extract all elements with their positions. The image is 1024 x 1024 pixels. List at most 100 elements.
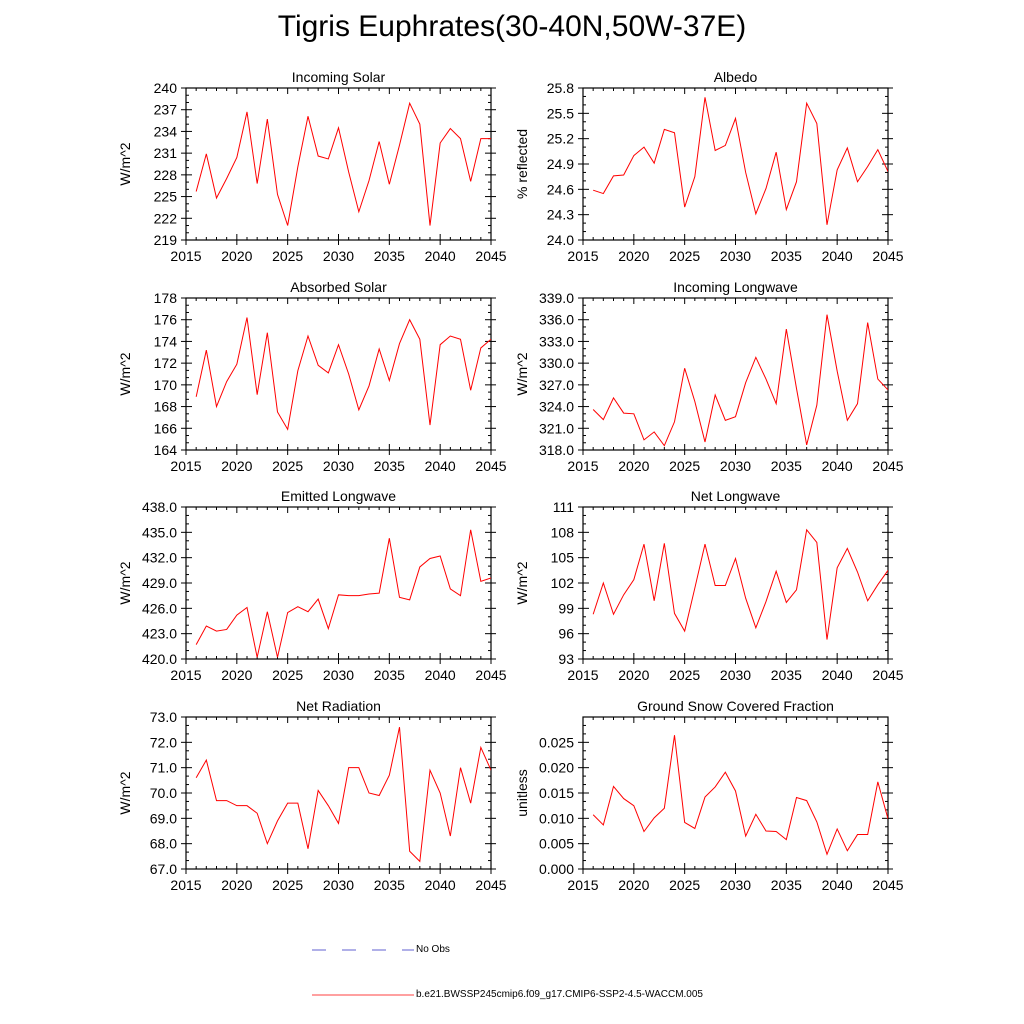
x-tick-label: 2020 [221,248,252,264]
x-tick-label: 2045 [475,667,506,683]
y-tick-label: 69.0 [150,810,177,826]
x-tick-label: 2020 [618,458,649,474]
x-tick-label: 2015 [567,248,598,264]
panel-incoming-longwave: Incoming Longwave W/m^2 2015 2020 2025 2030 20… [514,279,904,474]
y-tick-label: 228 [154,167,178,183]
x-tick-label: 2015 [567,458,598,474]
y-tick-label: 321.0 [539,420,574,436]
series-line [195,727,491,863]
x-tick-label: 2040 [425,667,456,683]
x-tick-label: 2025 [669,667,700,683]
y-tick-label: 25.8 [547,80,574,96]
panel-title: Incoming Solar [292,69,386,85]
panel-absorbed-solar: Absorbed Solar W/m^2 2015 2020 2025 2030 2035 2… [117,279,507,474]
series-line [592,528,888,640]
x-tick-label: 2020 [618,248,649,264]
y-tick-label: 24.0 [547,232,574,248]
y-tick-label: 432.0 [142,550,177,566]
x-tick-label: 2035 [771,667,802,683]
panel-incoming-solar: Incoming Solar W/m^2 2015 2020 2025 2030 2035 2… [117,69,507,264]
y-tick-label: 25.5 [547,105,574,121]
series-line [195,529,491,658]
y-axis-label: W/m^2 [117,142,133,185]
y-tick-label: 339.0 [539,290,574,306]
y-tick-label: 336.0 [539,312,574,328]
x-tick-label: 2045 [475,458,506,474]
y-axis-label: W/m^2 [117,352,133,395]
y-tick-label: 108 [551,524,575,540]
y-tick-label: 438.0 [142,499,177,515]
y-tick-label: 330.0 [539,355,574,371]
x-tick-label: 2025 [272,248,303,264]
panel-title: Incoming Longwave [673,279,798,295]
plot-frame [185,297,492,451]
y-tick-label: 240 [154,80,178,96]
series-line [592,735,888,856]
y-tick-label: 93 [558,651,574,667]
panel-net-radiation: Net Radiation W/m^2 2015 2020 2025 2030 2035 20… [117,698,507,893]
y-tick-label: 25.2 [547,131,574,147]
panel-title: Net Longwave [691,488,781,504]
x-tick-label: 2030 [323,877,354,893]
legend-item-no-obs: No Obs [312,944,612,958]
x-tick-label: 2035 [374,458,405,474]
y-tick-label: 170 [154,377,178,393]
y-tick-label: 73.0 [150,709,177,725]
y-tick-label: 0.010 [539,810,574,826]
y-tick-label: 105 [551,550,575,566]
x-tick-label: 2025 [272,667,303,683]
x-tick-label: 2045 [475,248,506,264]
y-axis-label: W/m^2 [514,561,530,604]
x-tick-label: 2030 [720,667,751,683]
panel-title: Ground Snow Covered Fraction [637,698,834,714]
panel-title: Emitted Longwave [281,488,396,504]
y-tick-label: 168 [154,399,178,415]
panel-net-longwave: Net Longwave W/m^2 2015 2020 2025 2030 2035 204… [514,488,904,683]
y-tick-label: 234 [154,123,178,139]
y-tick-label: 99 [558,600,574,616]
x-tick-label: 2045 [475,877,506,893]
legend-swatch-model-run [312,994,414,996]
y-tick-label: 178 [154,290,178,306]
y-tick-label: 24.6 [547,181,574,197]
x-tick-label: 2035 [374,877,405,893]
figure-title: Tigris Euphrates(30-40N,50W-37E) [277,10,747,43]
x-tick-label: 2040 [822,248,853,264]
panel-title: Absorbed Solar [290,279,387,295]
legend-swatch-no-obs [312,949,414,951]
y-tick-label: 237 [154,102,178,118]
plot-frame [185,506,492,660]
x-tick-label: 2025 [272,877,303,893]
x-tick-label: 2035 [771,458,802,474]
y-tick-label: 426.0 [142,600,177,616]
x-tick-label: 2025 [272,458,303,474]
plot-frame [582,297,889,451]
y-tick-label: 222 [154,210,178,226]
x-tick-label: 2035 [771,248,802,264]
y-tick-label: 225 [154,189,178,205]
plot-frame [582,87,889,241]
panel-title: Albedo [714,69,758,85]
x-tick-label: 2015 [170,877,201,893]
y-tick-label: 333.0 [539,333,574,349]
y-tick-label: 231 [154,145,178,161]
x-tick-label: 2020 [221,877,252,893]
x-tick-label: 2035 [374,667,405,683]
y-tick-label: 429.0 [142,575,177,591]
y-tick-label: 67.0 [150,861,177,877]
x-tick-label: 2040 [822,877,853,893]
y-tick-label: 327.0 [539,377,574,393]
x-tick-label: 2025 [669,877,700,893]
x-tick-label: 2030 [720,248,751,264]
y-axis-label: W/m^2 [514,352,530,395]
x-tick-label: 2040 [425,877,456,893]
x-tick-label: 2035 [771,877,802,893]
y-tick-label: 24.3 [547,207,574,223]
x-tick-label: 2025 [669,248,700,264]
y-tick-label: 102 [551,575,575,591]
y-tick-label: 172 [154,355,178,371]
x-tick-label: 2045 [872,877,903,893]
series-line [195,317,491,431]
series-line [592,314,888,447]
y-tick-label: 72.0 [150,734,177,750]
